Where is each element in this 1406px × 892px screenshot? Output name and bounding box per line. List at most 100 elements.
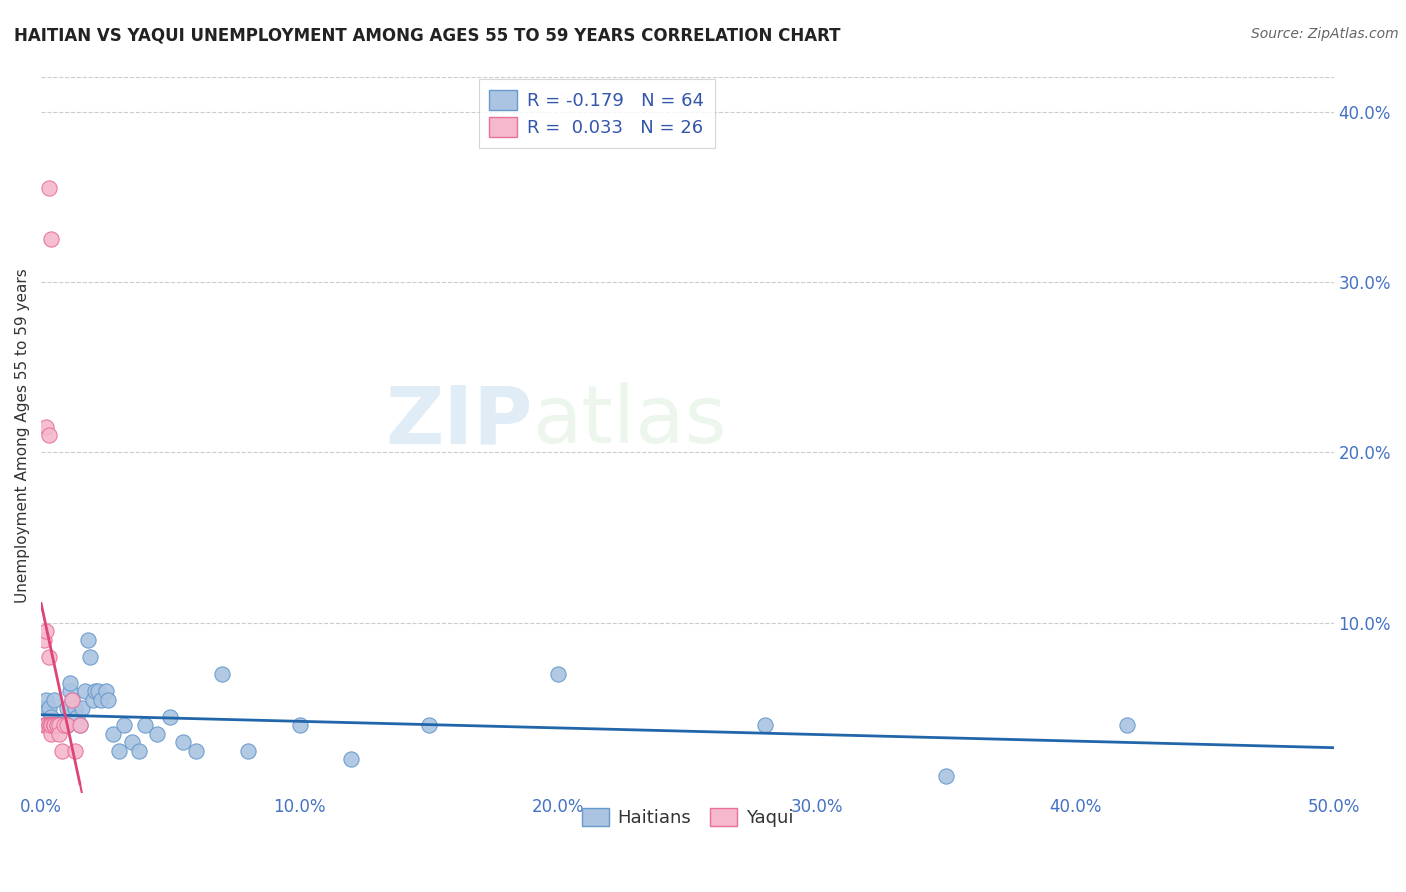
Point — [53, 718, 76, 732]
Point — [72, 701, 94, 715]
Point — [58, 684, 80, 698]
Point — [60, 692, 83, 706]
Point — [82, 692, 104, 706]
Point — [45, 718, 67, 732]
Point — [48, 718, 70, 732]
Point — [56, 718, 79, 732]
Point — [32, 632, 55, 647]
Point — [45, 718, 67, 732]
Text: ZIP: ZIP — [385, 382, 533, 460]
Point — [42, 718, 65, 732]
Text: HAITIAN VS YAQUI UNEMPLOYMENT AMONG AGES 55 TO 59 YEARS CORRELATION CHART: HAITIAN VS YAQUI UNEMPLOYMENT AMONG AGES… — [14, 27, 841, 45]
Point — [38, 181, 60, 195]
Point — [69, 718, 91, 732]
Y-axis label: Unemployment Among Ages 55 to 59 years: Unemployment Among Ages 55 to 59 years — [15, 268, 30, 603]
Point — [211, 667, 233, 681]
Point — [754, 718, 776, 732]
Point — [38, 701, 60, 715]
Point — [51, 744, 73, 758]
Point — [35, 692, 58, 706]
Point — [66, 709, 89, 723]
Point — [84, 684, 107, 698]
Point — [73, 684, 96, 698]
Point — [112, 718, 135, 732]
Point — [51, 718, 73, 732]
Point — [42, 718, 65, 732]
Point — [42, 718, 65, 732]
Point — [38, 718, 60, 732]
Point — [45, 718, 67, 732]
Point — [41, 718, 63, 732]
Point — [38, 718, 60, 732]
Point — [42, 692, 65, 706]
Point — [159, 709, 181, 723]
Point — [340, 752, 363, 766]
Point — [1115, 718, 1137, 732]
Point — [38, 650, 60, 665]
Point — [41, 718, 63, 732]
Point — [42, 718, 65, 732]
Point — [38, 428, 60, 442]
Point — [60, 692, 83, 706]
Point — [35, 718, 58, 732]
Point — [53, 718, 76, 732]
Point — [56, 701, 79, 715]
Point — [38, 718, 60, 732]
Point — [42, 718, 65, 732]
Point — [134, 718, 156, 732]
Point — [41, 718, 63, 732]
Point — [42, 718, 65, 732]
Point — [48, 727, 70, 741]
Point — [56, 718, 79, 732]
Text: atlas: atlas — [533, 382, 727, 460]
Point — [63, 744, 86, 758]
Point — [35, 718, 58, 732]
Point — [186, 744, 208, 758]
Point — [48, 718, 70, 732]
Point — [418, 718, 440, 732]
Point — [32, 718, 55, 732]
Point — [42, 718, 65, 732]
Point — [51, 718, 73, 732]
Point — [48, 718, 70, 732]
Point — [41, 709, 63, 723]
Point — [41, 718, 63, 732]
Point — [53, 718, 76, 732]
Point — [35, 420, 58, 434]
Point — [79, 650, 101, 665]
Point — [41, 718, 63, 732]
Point — [146, 727, 169, 741]
Point — [56, 718, 79, 732]
Point — [45, 718, 67, 732]
Point — [121, 735, 143, 749]
Point — [87, 684, 110, 698]
Point — [107, 744, 129, 758]
Point — [41, 727, 63, 741]
Point — [48, 718, 70, 732]
Point — [32, 701, 55, 715]
Point — [547, 667, 569, 681]
Point — [94, 684, 117, 698]
Point — [288, 718, 311, 732]
Point — [58, 675, 80, 690]
Legend: Haitians, Yaqui: Haitians, Yaqui — [575, 801, 800, 834]
Point — [35, 624, 58, 639]
Point — [69, 718, 91, 732]
Point — [172, 735, 194, 749]
Point — [42, 718, 65, 732]
Point — [42, 718, 65, 732]
Point — [97, 692, 120, 706]
Point — [45, 718, 67, 732]
Point — [41, 718, 63, 732]
Point — [41, 232, 63, 246]
Point — [103, 727, 125, 741]
Text: Source: ZipAtlas.com: Source: ZipAtlas.com — [1251, 27, 1399, 41]
Point — [38, 718, 60, 732]
Point — [76, 632, 98, 647]
Point — [935, 769, 957, 783]
Point — [236, 744, 259, 758]
Point — [128, 744, 150, 758]
Point — [63, 701, 86, 715]
Point — [45, 718, 67, 732]
Point — [35, 718, 58, 732]
